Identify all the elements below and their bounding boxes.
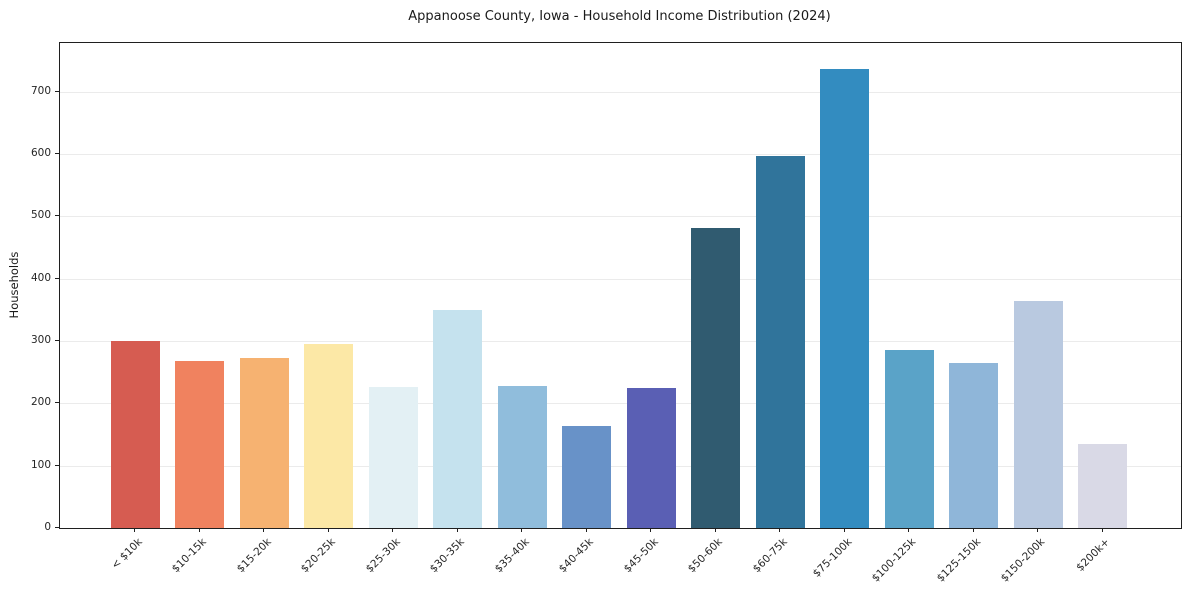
bar-$40-45k [562,426,611,528]
bar-$25-30k [368,386,418,528]
x-tick-label: $40-45k [556,536,596,576]
bar-$200k+ [1078,444,1127,528]
bar-< $10k [110,340,160,528]
x-tick-mark [263,528,264,532]
bar-$150-200k [1013,301,1063,528]
gridline [60,153,1181,155]
bar-$100-125k [884,350,934,528]
y-tick-mark [55,464,59,466]
gridline [60,340,1181,342]
bar-$35-40k [497,385,547,528]
bar-$125-150k [949,362,998,528]
gridline [60,91,1181,93]
bar-$20-25k [304,344,353,528]
plot-area [59,42,1182,529]
x-tick-mark [779,528,780,532]
y-tick-mark [55,277,59,279]
x-tick-mark [650,528,651,532]
x-tick-label: $125-150k [934,536,983,585]
x-tick-mark [714,528,716,532]
x-tick-mark [198,528,200,532]
bar-$45-50k [626,387,676,528]
y-tick-mark [55,90,59,92]
y-tick-mark [55,215,59,217]
x-tick-label: $200k+ [1074,536,1112,574]
x-tick-label: $30-35k [427,536,467,576]
y-tick-label: 500 [30,209,51,222]
x-tick-mark [456,528,458,532]
bar-$30-35k [433,309,482,528]
x-tick-label: < $10k [108,536,145,572]
y-tick-label: 100 [30,458,51,471]
y-tick-mark [55,402,59,404]
gridline [60,278,1181,280]
x-tick-mark [585,528,587,532]
y-tick-mark [55,339,59,341]
x-tick-mark [134,528,135,532]
chart-title: Appanoose County, Iowa - Household Incom… [408,9,831,24]
x-tick-label: $50-60k [685,536,725,576]
x-tick-label: $75-100k [810,536,854,580]
x-tick-label: $100-125k [869,536,919,585]
y-tick-label: 300 [30,333,51,346]
gridline [60,216,1181,218]
x-tick-mark [843,528,845,532]
bar-$60-75k [755,155,805,528]
x-tick-label: $60-75k [750,536,790,576]
bar-$15-20k [239,357,289,528]
x-tick-mark [972,528,974,532]
y-tick-label: 0 [44,521,51,533]
gridline [60,403,1181,405]
x-tick-mark [392,528,393,532]
y-tick-label: 700 [30,84,51,97]
bar-$75-100k [820,69,869,528]
x-tick-mark [521,528,522,532]
y-tick-mark [55,152,59,154]
x-tick-label: $45-50k [621,536,661,576]
y-tick-label: 400 [30,271,51,284]
x-tick-mark [1101,528,1103,532]
x-tick-mark [1037,528,1038,532]
y-tick-label: 600 [30,146,51,159]
y-tick-label: 200 [30,396,51,409]
x-tick-label: $25-30k [363,536,403,576]
bar-$50-60k [691,227,740,528]
x-tick-mark [908,528,909,532]
y-tick-mark [55,527,59,528]
x-tick-label: $20-25k [298,536,338,576]
x-tick-label: $10-15k [169,536,209,576]
x-tick-label: $150-200k [998,536,1048,585]
y-axis-label: Households [7,251,21,319]
x-tick-label: $35-40k [492,536,532,576]
x-tick-label: $15-20k [234,536,274,576]
bar-$10-15k [175,360,224,528]
x-tick-mark [327,528,329,532]
gridline [60,465,1181,467]
